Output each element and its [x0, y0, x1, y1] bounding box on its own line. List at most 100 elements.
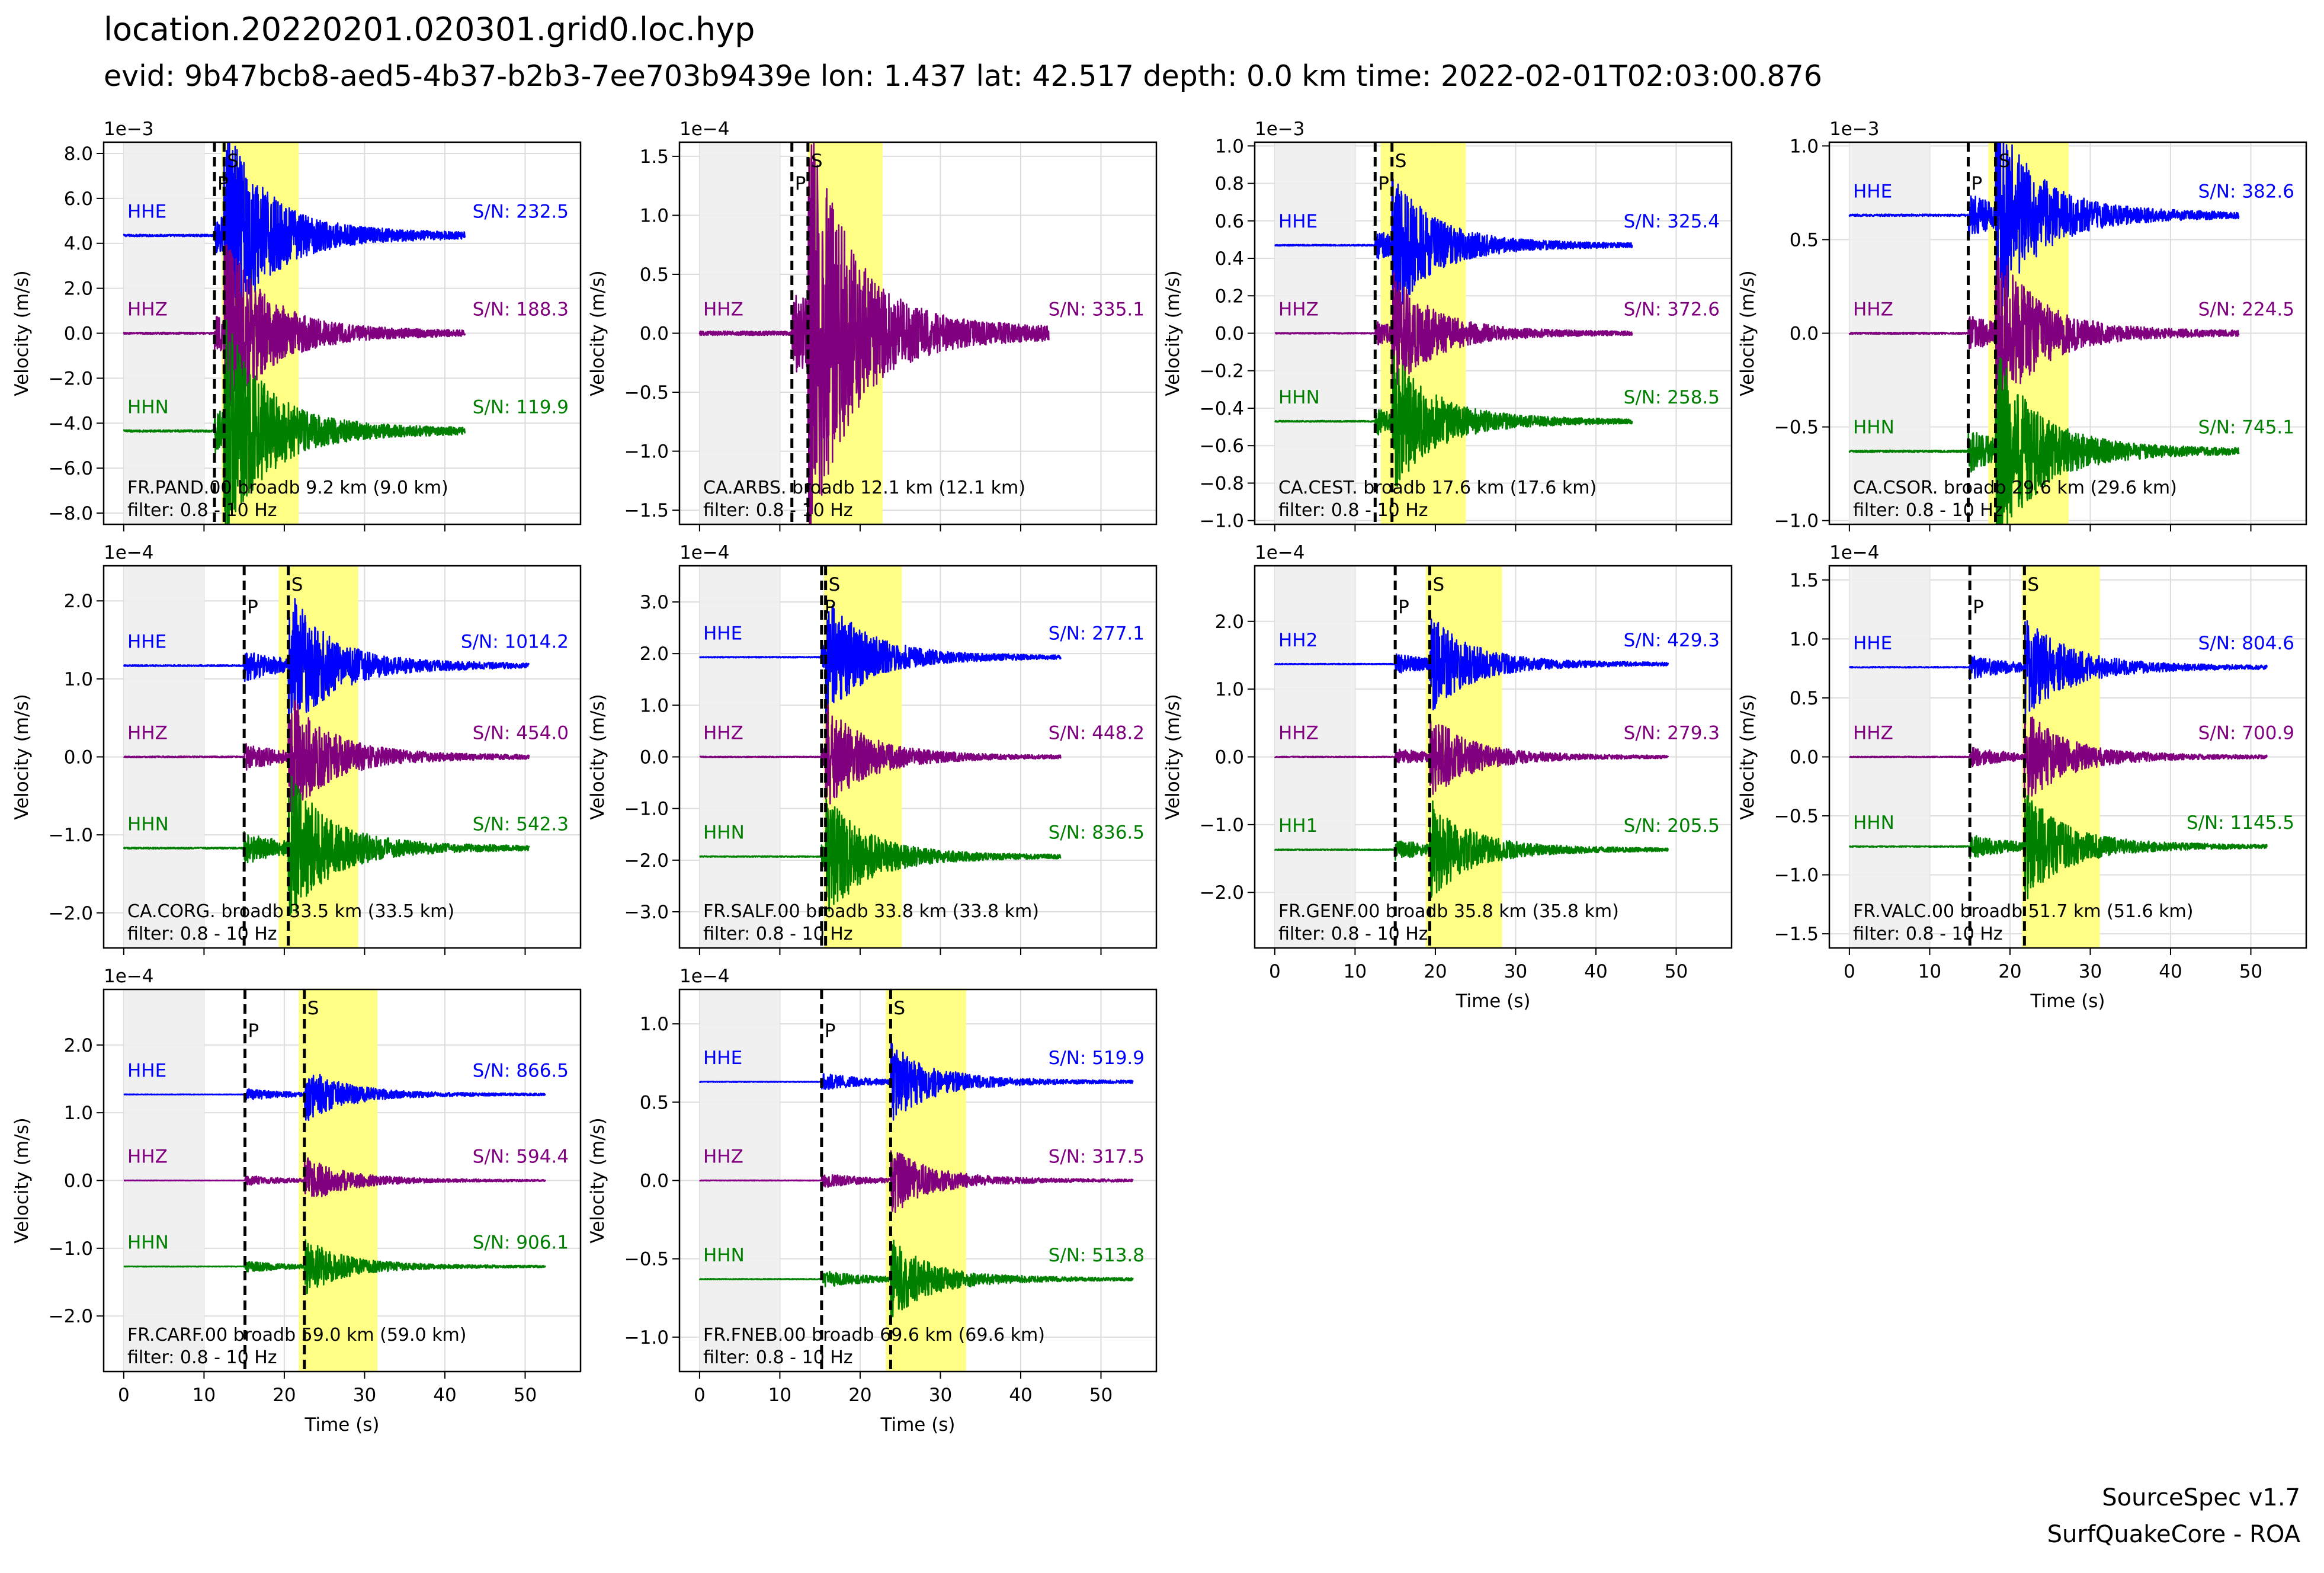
y-tick-label: −0.5	[624, 382, 669, 403]
y-tick-label: −0.5	[1774, 417, 1819, 438]
snr-label: S/N: 1014.2	[461, 631, 569, 652]
p-pick-label: P	[825, 597, 836, 618]
channel-label: HHE	[127, 631, 166, 652]
snr-label: S/N: 382.6	[2198, 181, 2294, 202]
snr-label: S/N: 325.4	[1624, 211, 1720, 232]
x-tick-label: 10	[1344, 961, 1367, 982]
y-tick-label: −0.2	[1200, 361, 1244, 382]
y-tick-label: 1.0	[1790, 629, 1819, 650]
snr-label: S/N: 335.1	[1049, 299, 1145, 321]
panel-5: HHE S/N: 1014.2 HHZ S/N: 454.0 HHN S/N: 542.3…	[11, 542, 582, 955]
y-tick-label: −2.0	[49, 1306, 93, 1327]
x-tick-label: 10	[768, 1385, 791, 1406]
filter-label: filter: 0.8 - 10 Hz	[1278, 924, 1428, 944]
p-pick-label: P	[247, 597, 258, 618]
channel-label: HH1	[1278, 815, 1318, 837]
x-tick-label: 10	[1918, 961, 1941, 982]
y-axis-label: Velocity (m/s)	[1737, 270, 1758, 396]
station-label: FR.GENF.00 broadb 35.8 km (35.8 km)	[1278, 901, 1619, 922]
channel-label: HHN	[1278, 387, 1320, 408]
y-tick-label: 2.0	[64, 1035, 93, 1056]
snr-label: S/N: 836.5	[1049, 822, 1145, 844]
x-tick-label: 40	[433, 1385, 456, 1406]
y-axis-label: Velocity (m/s)	[1737, 694, 1758, 819]
x-tick-label: 0	[1844, 961, 1855, 982]
filter-label: filter: 0.8 - 10 Hz	[127, 500, 277, 521]
y-tick-label: −1.5	[1774, 924, 1819, 945]
channel-label: HHN	[127, 1232, 169, 1254]
y-tick-label: 0.0	[1790, 747, 1819, 768]
trace-HH1	[1274, 800, 1669, 898]
p-pick-label: P	[1398, 597, 1409, 618]
p-pick-label: P	[795, 173, 806, 194]
trace-HHZ	[698, 1150, 1134, 1213]
filter-label: filter: 0.8 - 10 Hz	[703, 500, 853, 521]
channel-label: HHZ	[127, 299, 168, 321]
panel-4: HHE S/N: 382.6 HHZ S/N: 224.5 HHN S/N: 745.1 P…	[1737, 118, 2307, 532]
y-tick-label: 1.0	[64, 669, 93, 690]
s-pick-label: S	[2027, 574, 2039, 595]
trace-HHN	[1848, 794, 2268, 899]
y-tick-label: 1.0	[1215, 679, 1244, 700]
s-pick-label: S	[307, 998, 319, 1019]
y-axis-label: Velocity (m/s)	[587, 270, 608, 396]
y-tick-label: 3.0	[640, 592, 669, 613]
y-tick-label: −0.5	[1774, 806, 1819, 827]
y-tick-label: 0.0	[64, 323, 93, 345]
channel-label: HHE	[127, 1060, 166, 1081]
trace-HHN	[1848, 357, 2240, 524]
x-tick-label: 0	[694, 1385, 706, 1406]
trace-HHN	[699, 798, 1062, 912]
axis-exponent: 1e−3	[1829, 118, 1880, 140]
y-tick-label: −4.0	[49, 413, 93, 434]
snr-label: S/N: 188.3	[473, 299, 569, 321]
s-pick-label: S	[893, 998, 905, 1019]
channel-label: HHZ	[127, 723, 168, 744]
station-label: FR.SALF.00 broadb 33.8 km (33.8 km)	[703, 901, 1039, 922]
panel-9: HHE S/N: 866.5 HHZ S/N: 594.4 HHN S/N: 906.1 P…	[11, 966, 582, 1436]
y-tick-label: 1.5	[640, 146, 669, 168]
trace-HHZ	[123, 244, 466, 433]
x-tick-label: 40	[1584, 961, 1607, 982]
x-tick-label: 50	[1665, 961, 1688, 982]
trace-HHE	[1848, 620, 2268, 725]
y-tick-label: 0.0	[640, 747, 669, 768]
snr-label: S/N: 317.5	[1049, 1146, 1145, 1168]
axis-exponent: 1e−4	[104, 966, 154, 987]
channel-label: HHN	[1853, 417, 1895, 438]
y-tick-label: −3.0	[624, 902, 669, 923]
software-credit: SourceSpec v1.7	[2102, 1484, 2300, 1511]
y-tick-label: 0.5	[640, 1092, 669, 1113]
y-axis-label: Velocity (m/s)	[11, 270, 33, 396]
y-tick-label: 0.4	[1215, 248, 1244, 270]
channel-label: HHZ	[127, 1146, 168, 1168]
p-pick-label: P	[1971, 173, 1982, 194]
y-tick-label: 0.5	[1790, 229, 1819, 251]
p-pick-label: P	[1973, 597, 1984, 618]
panel-7: HH2 S/N: 429.3 HHZ S/N: 279.3 HH1 S/N: 205.5 P…	[1162, 542, 1733, 1012]
y-tick-label: 1.0	[640, 695, 669, 716]
y-tick-label: 0.0	[64, 747, 93, 768]
trace-HHZ	[699, 704, 1062, 805]
axis-exponent: 1e−4	[1829, 542, 1880, 563]
filter-label: filter: 0.8 - 10 Hz	[1853, 924, 2003, 944]
channel-label: HHE	[1278, 211, 1318, 232]
snr-label: S/N: 542.3	[473, 814, 569, 835]
channel-label: HHZ	[1278, 723, 1319, 744]
station-label: CA.ARBS. broadb 12.1 km (12.1 km)	[703, 478, 1025, 498]
station-label: CA.CORG. broadb 33.5 km (33.5 km)	[127, 901, 454, 922]
y-tick-label: 2.0	[64, 278, 93, 300]
p-pick-label: P	[1378, 173, 1389, 194]
snr-label: S/N: 519.9	[1049, 1047, 1145, 1069]
trace-HHZ	[698, 142, 1050, 524]
trace-HHE	[698, 1042, 1134, 1121]
y-tick-label: 2.0	[64, 591, 93, 612]
axis-exponent: 1e−4	[679, 966, 730, 987]
axis-exponent: 1e−3	[1255, 118, 1305, 140]
snr-label: S/N: 372.6	[1624, 299, 1720, 321]
trace-HHN	[123, 1239, 546, 1295]
x-tick-label: 30	[353, 1385, 376, 1406]
trace-HHN	[123, 776, 530, 916]
x-axis-label: Time (s)	[1455, 991, 1530, 1012]
channel-label: HH2	[1278, 630, 1318, 651]
